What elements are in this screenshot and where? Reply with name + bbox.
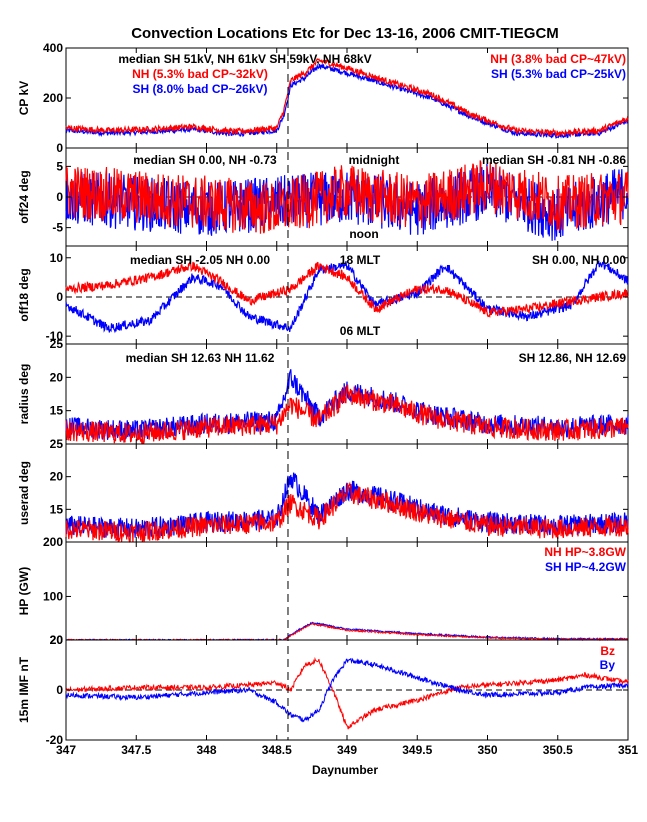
y-tick-label: -20: [46, 733, 64, 747]
annotation-text: NH HP~3.8GW: [544, 545, 626, 559]
y-tick-label: 0: [56, 190, 63, 204]
annotation-text: median SH 51kV, NH 61kV SH 59kV, NH 68kV: [118, 52, 371, 66]
series-sh-line: [65, 369, 629, 441]
y-tick-label: 5: [56, 159, 63, 173]
y-tick-label: 20: [50, 633, 64, 647]
annotation-text: SH (8.0% bad CP~26kV): [132, 82, 267, 96]
y-tick-label: 0: [56, 141, 63, 155]
y-tick-label: 0: [56, 683, 63, 697]
annotation-text: SH HP~4.2GW: [545, 560, 627, 574]
annotation-text: 18 MLT: [340, 253, 381, 267]
annotation-text: median SH -2.05 NH 0.00: [130, 253, 270, 267]
series-nh-line: [65, 481, 629, 543]
annotation-text: 06 MLT: [340, 324, 381, 338]
series-nh-line: [65, 384, 629, 445]
annotation-text: SH 12.86, NH 12.69: [519, 351, 627, 365]
panel-radius: 15 20 25 radius deg median SH 12.63 NH 11.62…: [17, 337, 629, 445]
x-tick-label: 349.5: [402, 743, 432, 757]
x-axis-label: Daynumber: [312, 763, 378, 777]
x-tick-label: 349: [337, 743, 357, 757]
y-tick-label: 20: [50, 470, 64, 484]
annotation-text: NH (5.3% bad CP~32kV): [132, 67, 268, 81]
annotation-text: median SH 12.63 NH 11.62: [126, 351, 275, 365]
panel-cp: 0 200 400 CP kV median SH 51kV, NH 61kV SH 5…: [17, 41, 629, 155]
annotation-text: SH (5.3% bad CP~25kV): [491, 67, 626, 81]
x-tick-label: 347.5: [121, 743, 151, 757]
y-tick-label: 10: [50, 251, 64, 265]
y-tick-label: -10: [46, 329, 64, 343]
y-axis-label: CP kV: [17, 81, 31, 115]
panel-off18: -10 0 10 off18 deg median SH -2.05 NH 0.00 18…: [17, 245, 629, 345]
annotation-text: noon: [349, 227, 378, 241]
y-tick-label: 0: [56, 290, 63, 304]
y-tick-label: 20: [50, 633, 64, 647]
series-nh-line: [65, 57, 629, 137]
y-tick-label: 15: [50, 404, 64, 418]
y-axis-label: off24 deg: [17, 170, 31, 223]
annotation-text: median SH 0.00, NH -0.73: [133, 153, 277, 167]
y-axis-label: radius deg: [17, 364, 31, 425]
x-axis: 347 347.5 348 348.5 349 349.5 350 350.5 351: [56, 743, 638, 757]
y-tick-label: 200: [43, 91, 63, 105]
y-tick-label: 200: [43, 535, 63, 549]
annotation-text: median SH -0.81 NH -0.86: [482, 153, 626, 167]
series-bz-line: [65, 656, 629, 730]
y-tick-label: 15: [50, 502, 64, 516]
y-axis-label: off18 deg: [17, 268, 31, 321]
y-axis-label: 15m IMF nT: [17, 656, 31, 723]
panel-off24: -5 0 5 off24 deg median SH 0.00, NH -0.73 mid…: [17, 147, 629, 247]
series-nh-line: [65, 260, 629, 319]
series-by-line: [65, 657, 629, 723]
y-axis-label: userad deg: [17, 461, 31, 525]
x-tick-label: 348: [196, 743, 216, 757]
x-tick-label: 347: [56, 743, 76, 757]
y-tick-label: 25: [50, 337, 64, 351]
x-tick-label: 348.5: [262, 743, 292, 757]
y-tick-label: 100: [43, 589, 63, 603]
annotation-text: SH 0.00, NH 0.00: [532, 253, 626, 267]
y-tick-label: 400: [43, 41, 63, 55]
x-tick-label: 350: [477, 743, 497, 757]
panel-userad: 15 20 25 userad deg: [17, 437, 629, 543]
annotation-text: NH (3.8% bad CP~47kV): [490, 52, 626, 66]
y-tick-label: 25: [50, 437, 64, 451]
series-sh-line: [65, 260, 629, 334]
x-tick-label: 351: [618, 743, 638, 757]
annotation-text: Bz: [600, 644, 615, 658]
annotation-text: By: [600, 658, 616, 672]
chart-title: Convection Locations Etc for Dec 13-16, …: [131, 25, 559, 42]
y-tick-label: 20: [50, 370, 64, 384]
series-sh-line: [65, 163, 629, 241]
y-axis-label: HP (GW): [17, 567, 31, 615]
series-nh-line: [65, 160, 629, 234]
x-tick-label: 350.5: [543, 743, 573, 757]
annotation-text: midnight: [349, 153, 400, 167]
y-tick-label: -5: [52, 221, 63, 235]
